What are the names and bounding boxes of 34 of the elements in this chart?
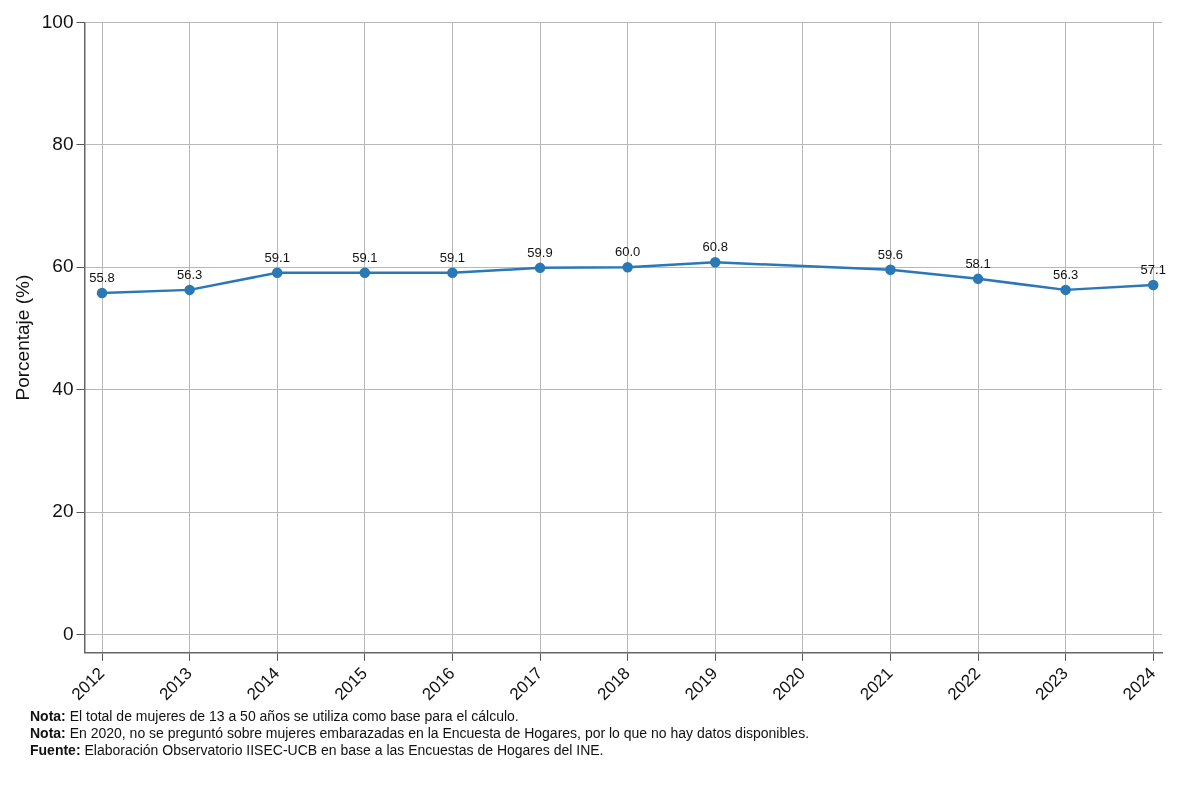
point xyxy=(885,264,896,275)
y-tick-label: 0 xyxy=(62,622,74,644)
y-tick-label: 40 xyxy=(52,377,74,399)
data-label: 55.8 xyxy=(89,270,115,286)
data-label: 60.0 xyxy=(614,244,641,260)
data-label: 59.6 xyxy=(877,246,904,262)
y-tick-label: 60 xyxy=(52,255,74,277)
source-note: Fuente: Elaboración Observatorio IISEC-UCB en base a las Encuestas de Hogares del INE. xyxy=(30,742,604,758)
y-tick-label: 80 xyxy=(52,133,74,155)
point xyxy=(359,267,371,278)
data-label: 57.1 xyxy=(1140,262,1166,278)
data-label: 59.9 xyxy=(527,244,553,260)
point xyxy=(1060,284,1071,296)
data-label: 56.3 xyxy=(176,266,203,282)
data-label: 59.1 xyxy=(264,249,290,265)
point xyxy=(447,267,458,278)
y-tick-label: 20 xyxy=(52,500,74,522)
point xyxy=(1147,279,1159,291)
y-tick-label: 100 xyxy=(41,10,74,32)
point xyxy=(534,262,546,274)
data-label: 60.8 xyxy=(702,239,728,255)
text: Nota: El total de mujeres de 13 a 50 años se utiliza como base para el cálculo. xyxy=(30,708,519,724)
point xyxy=(184,284,195,296)
data-label: 59.1 xyxy=(439,249,466,265)
point xyxy=(271,267,283,278)
point xyxy=(972,273,984,285)
y-axis-title: Porcentaje (%) xyxy=(11,274,33,401)
point xyxy=(709,257,721,268)
text: Nota: En 2020, no se preguntó sobre mujeres embarazadas en la Encuesta de Hogares, por lo que no hay datos disponibles. xyxy=(30,725,810,741)
data-label: 56.3 xyxy=(1052,266,1079,282)
data-label: 59.1 xyxy=(352,249,378,265)
point xyxy=(96,287,108,299)
point xyxy=(622,261,633,273)
data-label: 58.1 xyxy=(965,255,991,271)
